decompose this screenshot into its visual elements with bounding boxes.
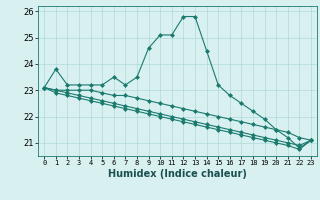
X-axis label: Humidex (Indice chaleur): Humidex (Indice chaleur) [108, 169, 247, 179]
